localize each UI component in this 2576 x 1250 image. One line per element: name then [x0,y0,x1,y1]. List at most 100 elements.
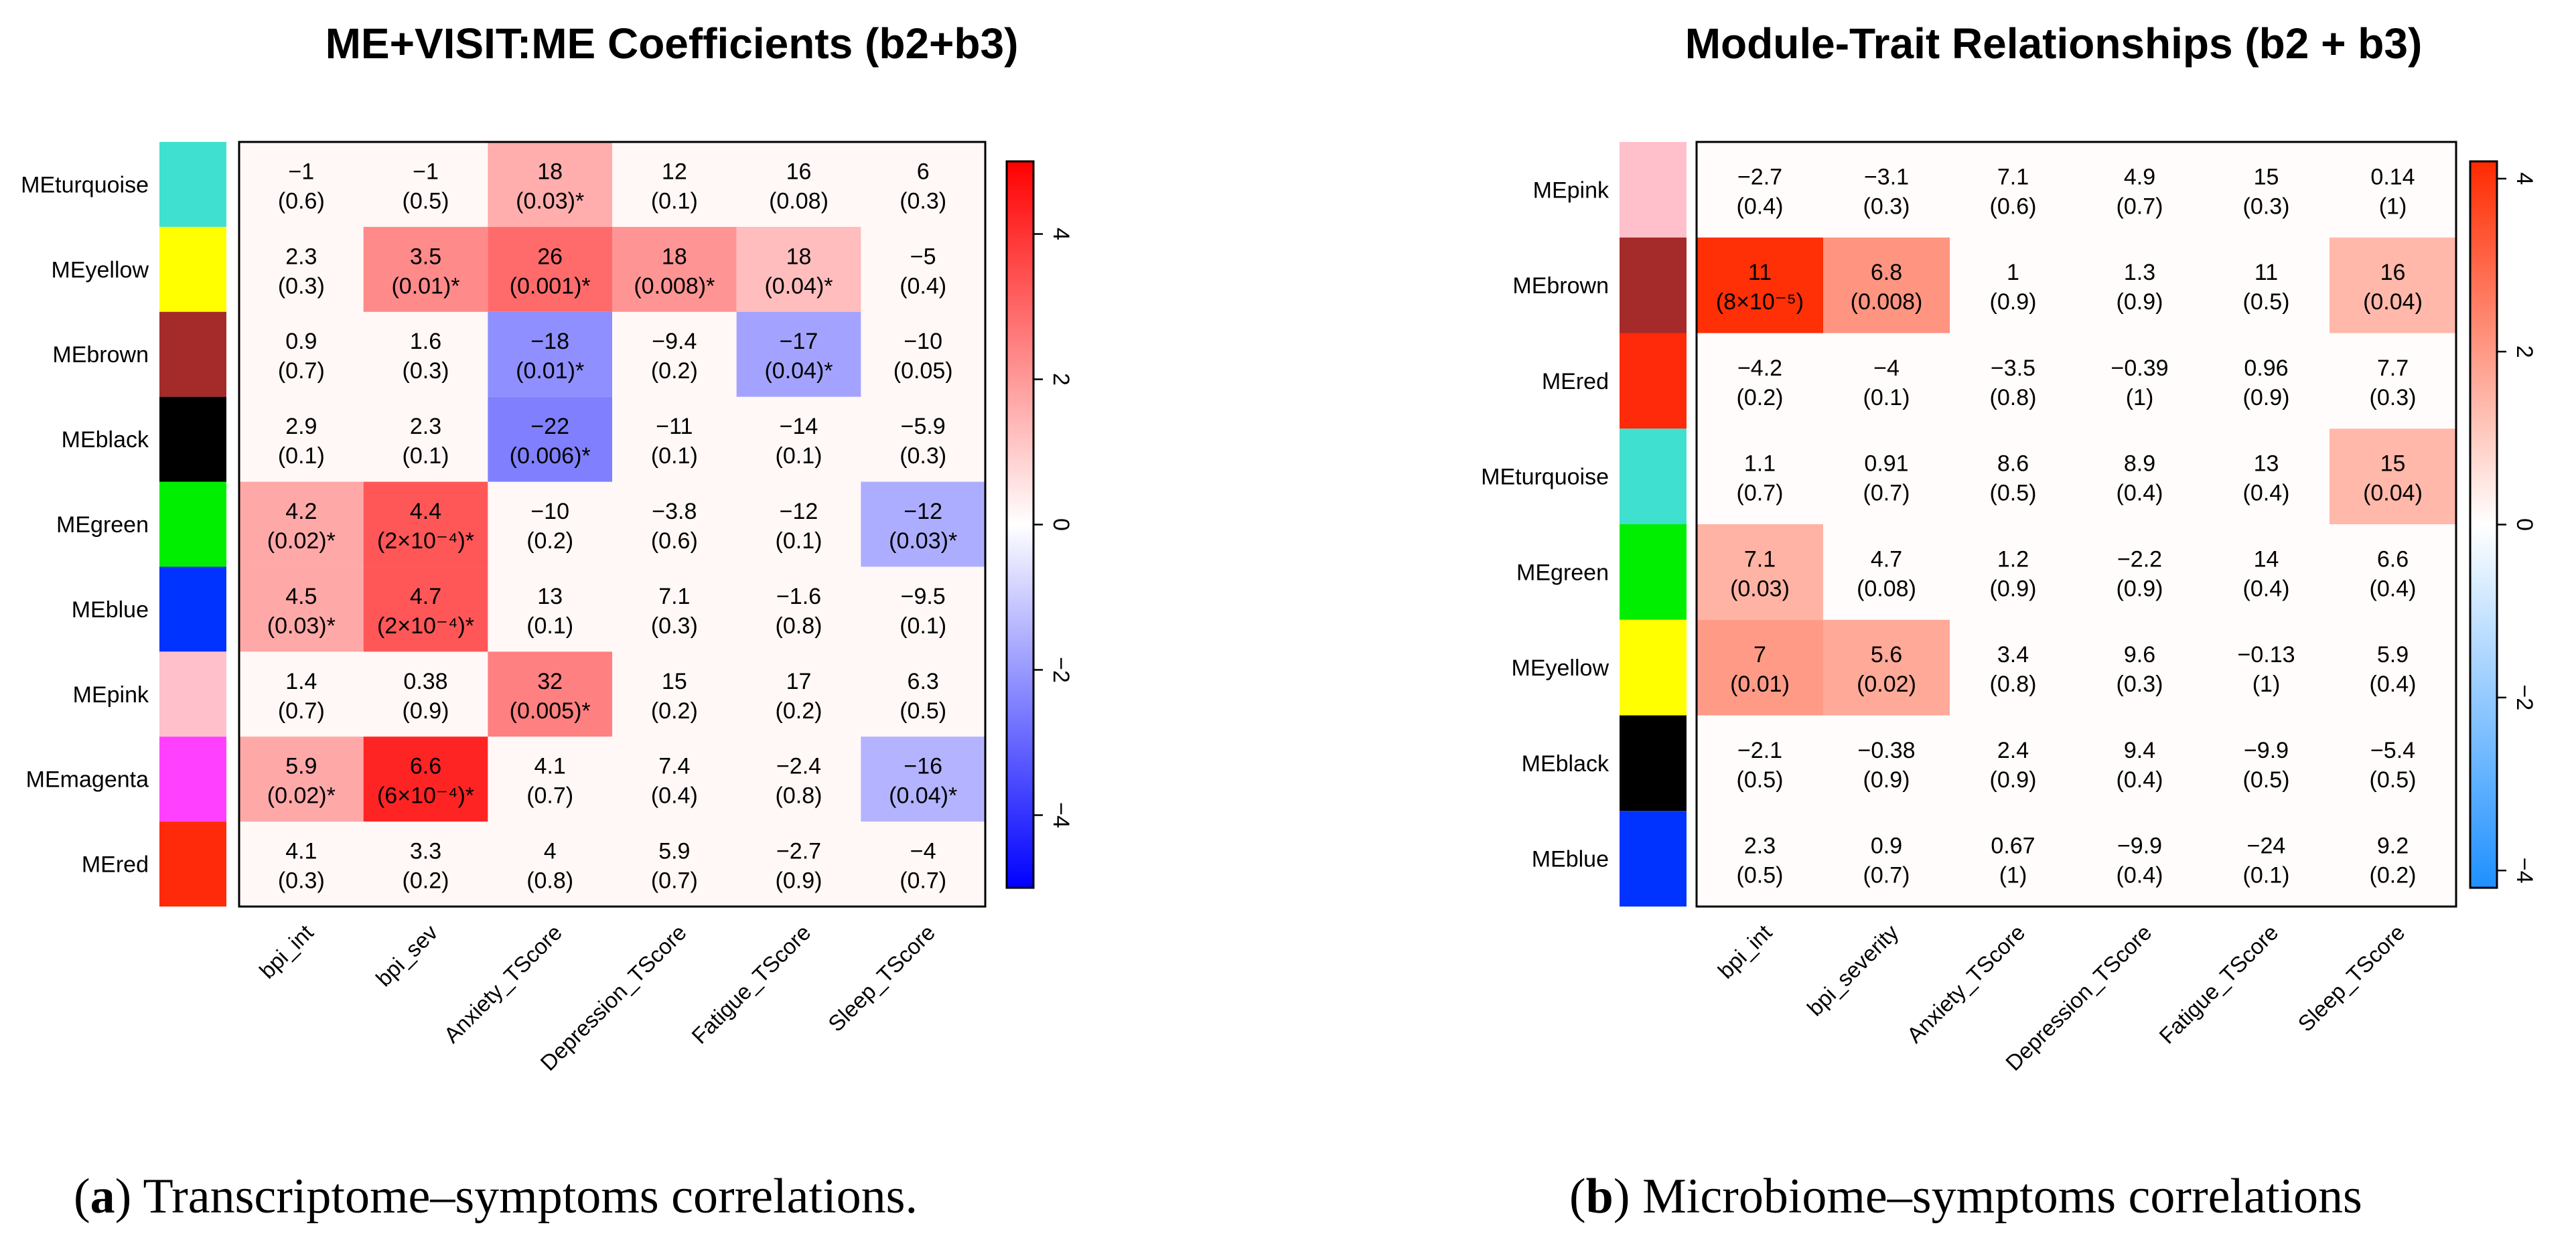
panela-cell-pvalue: (0.03)* [889,528,957,554]
panelb-cell-value: −3.5 [1991,356,2035,381]
panelb-frame [1695,141,2457,908]
panela-cell-value: −12 [780,499,818,524]
panela-cell-fill [363,736,488,822]
panela-cell-value: 7.1 [658,584,690,609]
panela-cell-fill [488,226,612,312]
panela-cell-fill [736,311,861,397]
panelb-cell-value: 0.91 [1864,451,1908,477]
panelb-cell-pvalue: (0.04) [2363,289,2423,315]
panela-cell-value: −5.9 [901,414,946,439]
panelb-cell-value: −2.7 [1737,164,1782,189]
panelb-cell-value: 1.2 [1997,546,2029,572]
panela-cell-pvalue: (0.5) [403,188,449,214]
panela-cell-value: −16 [904,754,942,779]
panela-cell-fill [861,481,985,567]
panela-row-label: MEmagenta [26,767,149,793]
panela-row-color-MEred [159,822,226,907]
panelb-cell-pvalue: (0.3) [2370,385,2417,410]
panela-cell-value: 5.9 [658,839,690,864]
panela-cell-pvalue: (0.1) [776,443,822,469]
panela-title: ME+VISIT:ME Coefficients (b2+b3) [326,19,1019,68]
panelb-column-label: Fatigue_TScore [2154,920,2283,1048]
panela-cell-fill [363,566,488,652]
panela-cell-value: −2.4 [776,754,821,779]
panela-cell-fill [488,396,612,482]
panelb-cell-value: −4 [1873,356,1900,381]
panelb-cell-pvalue: (0.9) [2117,289,2163,315]
panelb-cell-pvalue: (0.5) [1737,767,1784,793]
panelb-cell-pvalue: (0.3) [1863,193,1910,219]
panela-cell-pvalue: (0.1) [651,188,698,214]
panela-cell-pvalue: (0.1) [776,528,822,554]
panelb-cell-pvalue: (0.4) [2117,863,2163,888]
panela-cell-value: 2.9 [285,414,317,439]
panelb-cell-pvalue: (1) [2252,672,2281,697]
panela-row-color-MEgreen [159,481,226,567]
panela-cell-pvalue: (0.8) [776,613,822,639]
panela-column-label: Anxiety_TScore [439,920,567,1048]
panela-cell-pvalue: (0.3) [278,868,325,894]
panelb-cell-pvalue: (0.5) [1990,481,2037,506]
panelb-cell-pvalue: (0.5) [2243,767,2290,793]
panela-cell-pvalue: (0.01)* [391,273,459,299]
panela-cell-value: 2.3 [410,414,441,439]
panela-cell-pvalue: (2×10⁻⁴)* [377,613,474,639]
panela-cell-value: 13 [537,584,563,609]
panela-cell-pvalue: (0.7) [278,698,325,724]
panelb-cell-value: −2.2 [2117,546,2162,572]
panelb-cell-pvalue: (0.03) [1730,576,1790,601]
panelb-cell-pvalue: (8×10⁻⁵) [1716,289,1804,315]
panela-row-label: MEbrown [52,342,149,368]
panela-cell-pvalue: (0.008)* [634,273,715,299]
panelb-cell-pvalue: (0.6) [1990,193,2037,219]
panelb-cell-value: −0.38 [1857,738,1915,763]
panela-cell-value: 18 [537,159,563,184]
panela-cell-value: −10 [904,329,942,354]
panela-cell-pvalue: (0.7) [900,868,946,894]
panela-cell-pvalue: (0.4) [651,783,698,809]
panela-cell-pvalue: (0.9) [776,868,822,894]
panela-cell-value: 15 [662,669,687,694]
panela-cell-pvalue: (0.6) [651,528,698,554]
panelb-cell-pvalue: (1) [2379,193,2407,219]
panelb-cell-value: 2.4 [1997,738,2029,763]
panela-cell-value: −1.6 [776,584,821,609]
panelb-cell-pvalue: (0.8) [1990,385,2037,410]
panela-cell-pvalue: (0.006)* [510,443,591,469]
panela-cell-fill [736,226,861,312]
panelb-cell-value: 2.3 [1744,834,1776,859]
panela-cell-pvalue: (0.01)* [516,358,584,384]
panela-row-color-MEblack [159,396,226,482]
panelb-row-label: MEgreen [1516,560,1609,585]
panela-cell-pvalue: (0.6) [278,188,325,214]
panela-row-label: MEgreen [56,512,149,538]
panelb-cell-value: 3.4 [1997,642,2029,668]
panela-cell-pvalue: (0.02)* [267,783,336,809]
panela-cell-value: 3.5 [410,244,441,269]
panela-cell-value: 4.2 [285,499,317,524]
panelb-row-color-MEturquoise [1620,428,1687,524]
panela-cell-pvalue: (2×10⁻⁴)* [377,528,474,554]
panela-cell-value: 4.1 [534,754,566,779]
panela-colorbar-tick-label: 2 [1048,373,1074,386]
panelb-cell-value: 9.4 [2124,738,2155,763]
panelb-cell-value: 1 [2007,260,2019,285]
panelb-cell-pvalue: (0.4) [2370,672,2417,697]
panelb-cell-value: 6.6 [2377,546,2409,572]
panela-cell-pvalue: (0.04)* [889,783,957,809]
panela-cell-fill [363,226,488,312]
panelb-cell-pvalue: (0.9) [1990,767,2037,793]
panelb-cell-value: 4.7 [1871,546,1902,572]
panela-cell-fill [612,226,737,312]
panela-cell-value: −9.5 [901,584,946,609]
panelb-title: Module-Trait Relationships (b2 + b3) [1685,19,2423,68]
panelb-row-color-MEblack [1620,715,1687,811]
panelb-column-label: Anxiety_TScore [1902,920,2030,1048]
panelb-row-color-MEred [1620,333,1687,429]
panelb-cell-value: 7.1 [1744,546,1776,572]
panela-colorbar [1005,160,1035,889]
panela-row-color-MEpink [159,651,226,737]
panela-cell-pvalue: (0.7) [278,358,325,384]
panela-colorbar-tick-label: 0 [1048,518,1074,531]
panela-cell-fill [363,481,488,567]
